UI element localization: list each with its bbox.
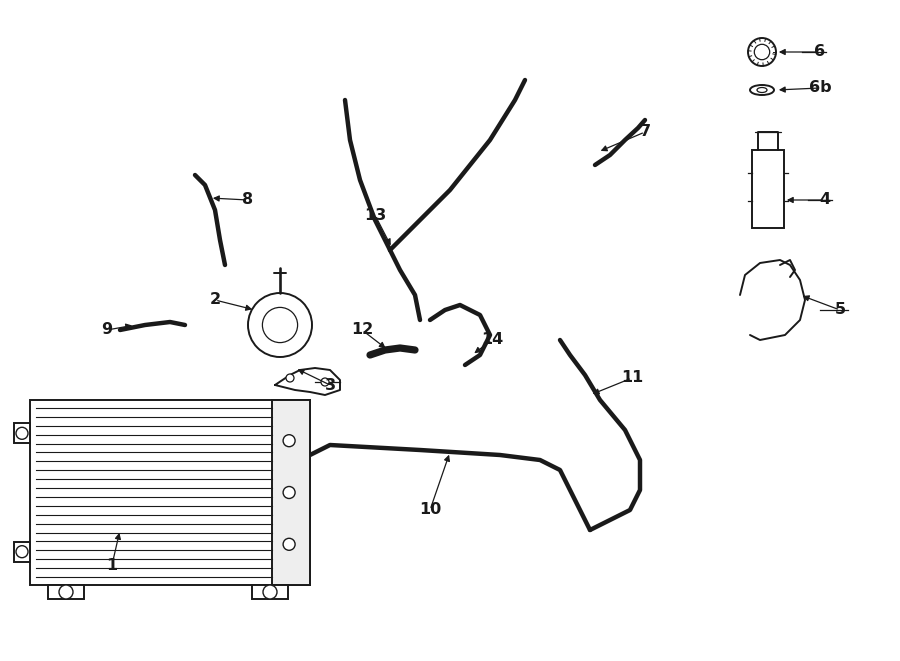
Text: 13: 13: [364, 208, 386, 223]
Circle shape: [284, 435, 295, 447]
Text: 1: 1: [106, 557, 118, 572]
Circle shape: [284, 486, 295, 498]
Bar: [30, 400, 310, 585]
Circle shape: [284, 538, 295, 551]
Text: 3: 3: [324, 377, 336, 393]
Ellipse shape: [750, 85, 774, 95]
Bar: [252, 585, 288, 599]
Circle shape: [754, 44, 770, 59]
Circle shape: [16, 427, 28, 440]
Bar: [14, 542, 30, 562]
Text: 4: 4: [819, 192, 831, 208]
Text: 8: 8: [242, 192, 254, 208]
Bar: [14, 423, 30, 444]
Circle shape: [59, 585, 73, 599]
Ellipse shape: [757, 87, 767, 93]
Text: 6: 6: [814, 44, 825, 59]
Bar: [48, 585, 84, 599]
Circle shape: [263, 307, 298, 342]
Text: 10: 10: [418, 502, 441, 518]
Text: 6b: 6b: [809, 81, 832, 95]
Text: 11: 11: [621, 371, 644, 385]
Text: 14: 14: [481, 332, 503, 348]
Bar: [752, 150, 784, 228]
Text: 7: 7: [639, 124, 651, 139]
Text: 5: 5: [834, 303, 846, 317]
Bar: [272, 400, 310, 585]
Text: 12: 12: [351, 323, 374, 338]
Circle shape: [321, 378, 329, 386]
Circle shape: [286, 374, 294, 382]
Text: 2: 2: [210, 293, 220, 307]
Circle shape: [263, 585, 277, 599]
Circle shape: [748, 38, 776, 66]
Circle shape: [16, 546, 28, 558]
Text: 9: 9: [102, 323, 112, 338]
Circle shape: [248, 293, 312, 357]
